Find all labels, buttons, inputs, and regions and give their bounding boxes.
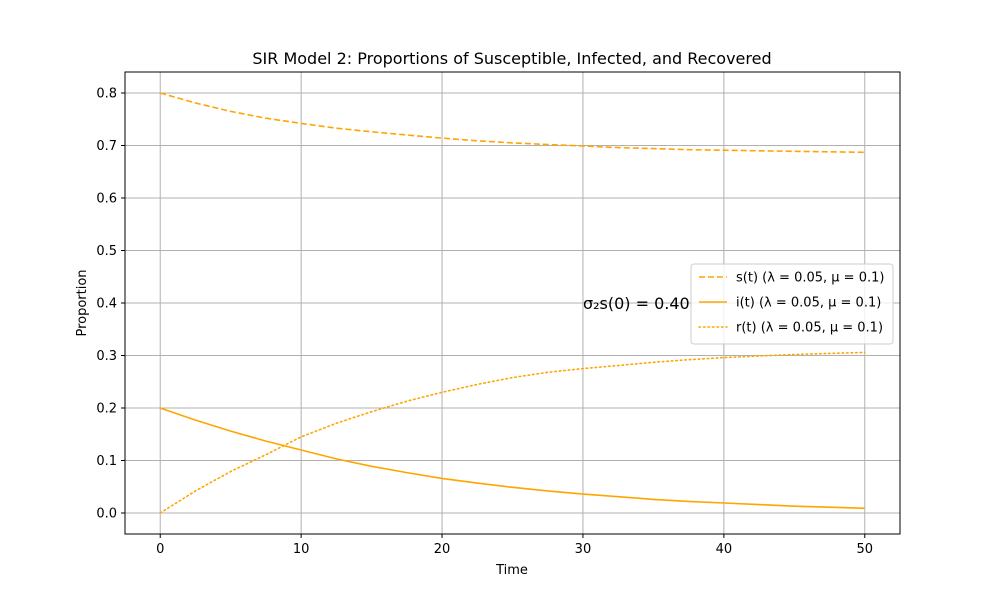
y-tick-label: 0.3 [96, 349, 117, 364]
y-axis-label: Proportion [75, 269, 90, 336]
series-lines [159, 92, 866, 514]
y-tick-label: 0.0 [96, 507, 117, 522]
x-tick-label: 10 [293, 542, 310, 557]
annotation-text: σ₂s(0) = 0.40 [583, 294, 690, 313]
y-tick-label: 0.8 [96, 87, 117, 102]
y-tick-label: 0.7 [96, 139, 117, 154]
legend: s(t) (λ = 0.05, μ = 0.1) i(t) (λ = 0.05, … [690, 263, 894, 345]
legend-label-r: r(t) (λ = 0.05, μ = 0.1) [736, 321, 883, 336]
x-tick-label: 0 [156, 542, 164, 557]
y-axis-ticks: 0.0 0.1 0.2 0.3 0.4 0.5 0.6 0.7 0.8 [96, 87, 125, 522]
legend-label-i: i(t) (λ = 0.05, μ = 0.1) [736, 296, 881, 311]
y-tick-label: 0.4 [96, 297, 117, 312]
y-tick-label: 0.1 [96, 454, 117, 469]
x-tick-label: 40 [716, 542, 733, 557]
legend-box [690, 263, 894, 345]
chart-title: SIR Model 2: Proportions of Susceptible,… [252, 49, 771, 68]
y-tick-label: 0.5 [96, 244, 117, 259]
y-tick-label: 0.2 [96, 402, 117, 417]
x-tick-label: 30 [575, 542, 592, 557]
series-line-s [159, 92, 865, 154]
x-axis-ticks: 0 10 20 30 40 50 [156, 534, 873, 557]
series-line-i [159, 407, 865, 510]
x-axis-label: Time [495, 563, 528, 578]
x-tick-label: 50 [856, 542, 873, 557]
legend-label-s: s(t) (λ = 0.05, μ = 0.1) [736, 271, 884, 286]
x-tick-label: 20 [434, 542, 451, 557]
series-line-r [159, 351, 866, 514]
y-tick-label: 0.6 [96, 192, 117, 207]
